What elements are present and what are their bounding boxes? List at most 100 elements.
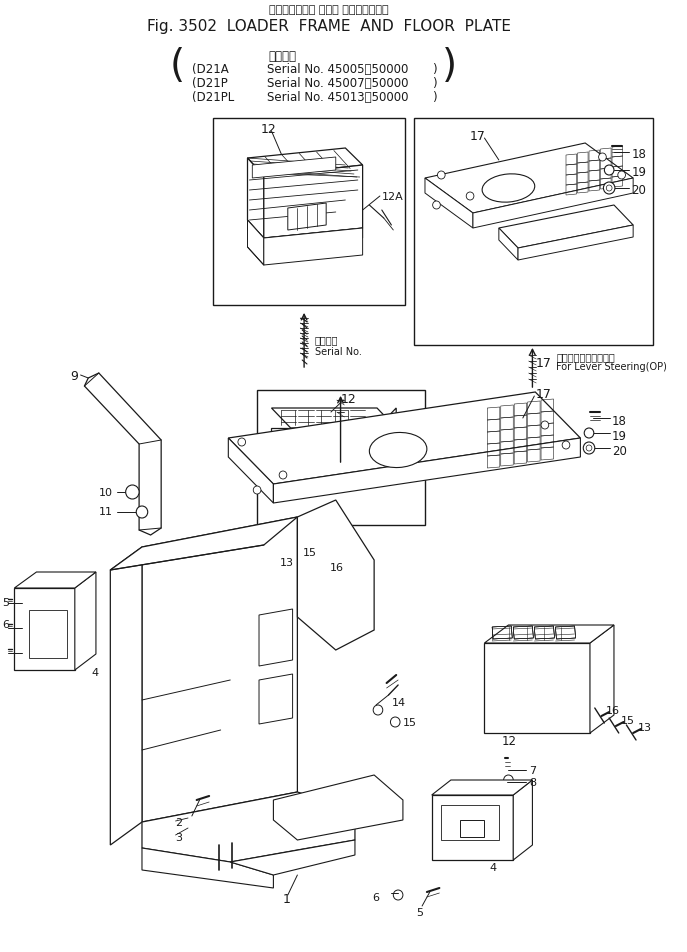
- Polygon shape: [14, 588, 75, 670]
- Text: 18: 18: [631, 148, 646, 161]
- Text: 12A: 12A: [382, 192, 403, 202]
- Circle shape: [319, 550, 326, 558]
- Polygon shape: [142, 792, 355, 862]
- Polygon shape: [273, 438, 581, 503]
- Text: 6: 6: [2, 620, 9, 630]
- Circle shape: [496, 655, 502, 661]
- Circle shape: [192, 824, 198, 831]
- Circle shape: [22, 598, 32, 608]
- Text: (D21P: (D21P: [192, 77, 227, 90]
- Polygon shape: [247, 148, 363, 176]
- Polygon shape: [85, 373, 161, 535]
- Text: 2: 2: [176, 818, 183, 828]
- Polygon shape: [75, 572, 96, 670]
- Polygon shape: [14, 572, 96, 588]
- Text: (D21A: (D21A: [192, 63, 229, 76]
- Polygon shape: [513, 780, 532, 860]
- Text: (: (: [170, 47, 185, 85]
- Polygon shape: [425, 178, 473, 228]
- Polygon shape: [142, 517, 297, 822]
- Circle shape: [300, 550, 307, 558]
- Circle shape: [598, 153, 607, 161]
- Ellipse shape: [482, 174, 534, 202]
- Polygon shape: [252, 157, 336, 178]
- Polygon shape: [441, 805, 499, 840]
- Text: 16: 16: [330, 563, 344, 573]
- Circle shape: [350, 785, 360, 795]
- Circle shape: [278, 550, 285, 558]
- Text: レバースチアリング用: レバースチアリング用: [556, 352, 615, 362]
- Polygon shape: [111, 517, 297, 570]
- Text: 6: 6: [372, 893, 379, 903]
- Text: 5: 5: [2, 598, 9, 608]
- Ellipse shape: [370, 432, 427, 467]
- Text: ): ): [431, 63, 436, 76]
- Polygon shape: [271, 408, 396, 428]
- Text: 適用号機
Serial No.: 適用号機 Serial No.: [315, 335, 361, 357]
- Text: 17: 17: [535, 357, 551, 370]
- Circle shape: [238, 438, 245, 446]
- Polygon shape: [425, 143, 633, 213]
- Text: 20: 20: [612, 445, 627, 458]
- Text: ): ): [431, 91, 436, 104]
- Circle shape: [271, 677, 276, 683]
- Text: (D21PL: (D21PL: [192, 91, 234, 104]
- Text: 14: 14: [392, 698, 405, 708]
- Circle shape: [607, 185, 612, 191]
- Text: 4: 4: [91, 668, 98, 678]
- Text: 17: 17: [470, 130, 486, 143]
- Text: 13: 13: [638, 723, 652, 733]
- Text: 17: 17: [535, 388, 551, 401]
- Polygon shape: [247, 220, 264, 265]
- Text: 12: 12: [261, 123, 277, 136]
- Circle shape: [271, 627, 276, 633]
- Polygon shape: [257, 390, 425, 525]
- Circle shape: [188, 821, 201, 835]
- Polygon shape: [460, 820, 484, 837]
- Circle shape: [390, 717, 400, 727]
- Polygon shape: [142, 848, 273, 888]
- Circle shape: [618, 171, 625, 179]
- Polygon shape: [273, 775, 403, 840]
- Polygon shape: [484, 643, 590, 733]
- Text: 1: 1: [283, 893, 291, 906]
- Circle shape: [568, 700, 574, 706]
- Circle shape: [496, 690, 502, 696]
- Text: 11: 11: [99, 507, 113, 517]
- Text: Serial No. 45007～50000: Serial No. 45007～50000: [267, 77, 408, 90]
- Polygon shape: [259, 609, 293, 666]
- Polygon shape: [264, 165, 363, 238]
- Polygon shape: [377, 408, 396, 483]
- Polygon shape: [271, 428, 377, 483]
- Text: 20: 20: [631, 184, 646, 197]
- Text: 19: 19: [612, 430, 627, 443]
- Polygon shape: [247, 158, 264, 238]
- Circle shape: [504, 775, 513, 785]
- Text: Serial No. 45005～50000: Serial No. 45005～50000: [267, 63, 408, 76]
- Circle shape: [466, 192, 474, 200]
- Circle shape: [271, 727, 276, 733]
- Text: 18: 18: [612, 415, 627, 428]
- Polygon shape: [473, 178, 633, 228]
- Text: 19: 19: [631, 166, 646, 179]
- Text: 12: 12: [341, 393, 357, 406]
- Polygon shape: [499, 205, 633, 248]
- Text: 16: 16: [607, 706, 620, 716]
- Text: 3: 3: [176, 833, 183, 843]
- Text: 4: 4: [489, 863, 497, 873]
- Circle shape: [153, 677, 158, 683]
- Circle shape: [254, 486, 261, 494]
- Circle shape: [394, 890, 403, 900]
- Circle shape: [126, 485, 139, 499]
- Circle shape: [433, 201, 440, 209]
- Circle shape: [438, 171, 445, 179]
- Polygon shape: [264, 228, 363, 265]
- Circle shape: [384, 454, 394, 464]
- Circle shape: [605, 165, 614, 175]
- Circle shape: [22, 648, 32, 658]
- Polygon shape: [259, 674, 293, 724]
- Polygon shape: [334, 455, 368, 479]
- Polygon shape: [518, 225, 633, 260]
- Text: 15: 15: [620, 716, 635, 726]
- Circle shape: [562, 441, 570, 449]
